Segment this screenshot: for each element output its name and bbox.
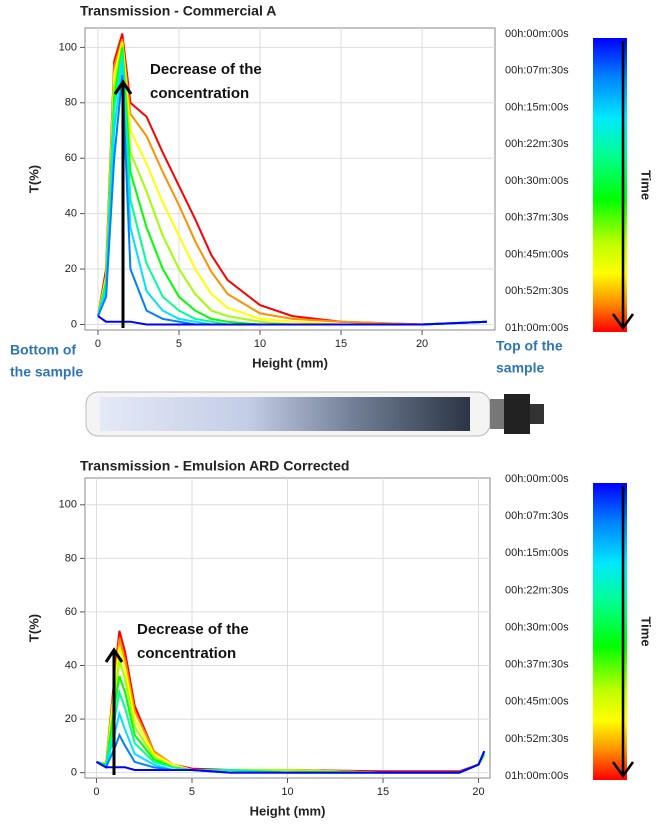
x-tick-label: 20	[472, 786, 484, 798]
legend-label: 01h:00m:00s	[505, 322, 569, 334]
x-tick-label: 5	[189, 786, 195, 798]
y-tick-label: 60	[65, 152, 77, 164]
x-tick-label: 0	[93, 786, 99, 798]
legend-label: 00h:07m:30s	[505, 65, 569, 77]
legend-label: 00h:37m:30s	[505, 212, 569, 224]
annotation: Decrease of the	[137, 621, 249, 638]
top-label: sample	[496, 360, 544, 376]
data-line	[97, 41, 487, 326]
legend-label: 01h:00m:00s	[505, 770, 569, 782]
concentration-arrow	[113, 79, 133, 328]
time-arrow	[611, 41, 635, 331]
legend-label: 00h:30m:00s	[505, 175, 569, 187]
legend-label: 00h:00m:00s	[505, 473, 569, 485]
y-axis-label: T(%)	[26, 165, 41, 193]
y-tick-label: 40	[65, 659, 77, 671]
y-tick-label: 100	[59, 499, 77, 511]
sample-tube	[85, 391, 544, 437]
legend-label: 00h:45m:00s	[505, 696, 569, 708]
data-line	[97, 38, 487, 326]
legend-label: 00h:22m:30s	[505, 138, 569, 150]
chart-title: Transmission - Emulsion ARD Corrected	[80, 458, 349, 474]
top-label: Top of the	[496, 338, 563, 354]
y-tick-label: 80	[65, 552, 77, 564]
bottom-label: the sample	[10, 364, 83, 380]
x-tick-label: 15	[377, 786, 389, 798]
colorbar	[593, 38, 627, 332]
annotation: Decrease of the	[150, 61, 262, 78]
annotation: concentration	[150, 85, 249, 102]
colorbar	[593, 483, 627, 780]
legend-label: 00h:52m:30s	[505, 733, 569, 745]
colorbar-label: Time	[639, 616, 654, 646]
y-tick-label: 0	[71, 318, 77, 330]
legend-label: 00h:15m:00s	[505, 101, 569, 113]
legend-label: 00h:52m:30s	[505, 285, 569, 297]
x-tick-label: 0	[95, 338, 101, 350]
plot-area	[84, 27, 496, 331]
legend-label: 00h:07m:30s	[505, 510, 569, 522]
x-tick-label: 15	[335, 338, 347, 350]
concentration-arrow	[104, 647, 124, 775]
legend-label: 00h:22m:30s	[505, 584, 569, 596]
x-axis-label: Height (mm)	[250, 803, 326, 818]
annotation: concentration	[137, 645, 236, 662]
x-tick-label: 10	[281, 786, 293, 798]
x-tick-label: 20	[416, 338, 428, 350]
chart-title: Transmission - Commercial A	[80, 3, 276, 19]
legend-label: 00h:45m:00s	[505, 248, 569, 260]
y-tick-label: 20	[65, 263, 77, 275]
y-axis-label: T(%)	[26, 614, 41, 642]
data-line	[96, 750, 486, 774]
y-tick-label: 40	[65, 208, 77, 220]
y-tick-label: 100	[59, 41, 77, 53]
y-tick-label: 60	[65, 606, 77, 618]
y-tick-label: 80	[65, 97, 77, 109]
data-line	[97, 33, 487, 326]
colorbar-label: Time	[639, 170, 654, 200]
x-axis-label: Height (mm)	[252, 355, 328, 370]
x-tick-label: 10	[254, 338, 266, 350]
legend-label: 00h:37m:30s	[505, 659, 569, 671]
data-line	[97, 315, 487, 326]
legend-label: 00h:00m:00s	[505, 28, 569, 40]
time-arrow	[611, 486, 635, 779]
y-tick-label: 20	[65, 713, 77, 725]
y-tick-label: 0	[71, 767, 77, 779]
x-tick-label: 5	[176, 338, 182, 350]
legend-label: 00h:30m:00s	[505, 621, 569, 633]
bottom-label: Bottom of	[10, 342, 76, 358]
legend-label: 00h:15m:00s	[505, 547, 569, 559]
